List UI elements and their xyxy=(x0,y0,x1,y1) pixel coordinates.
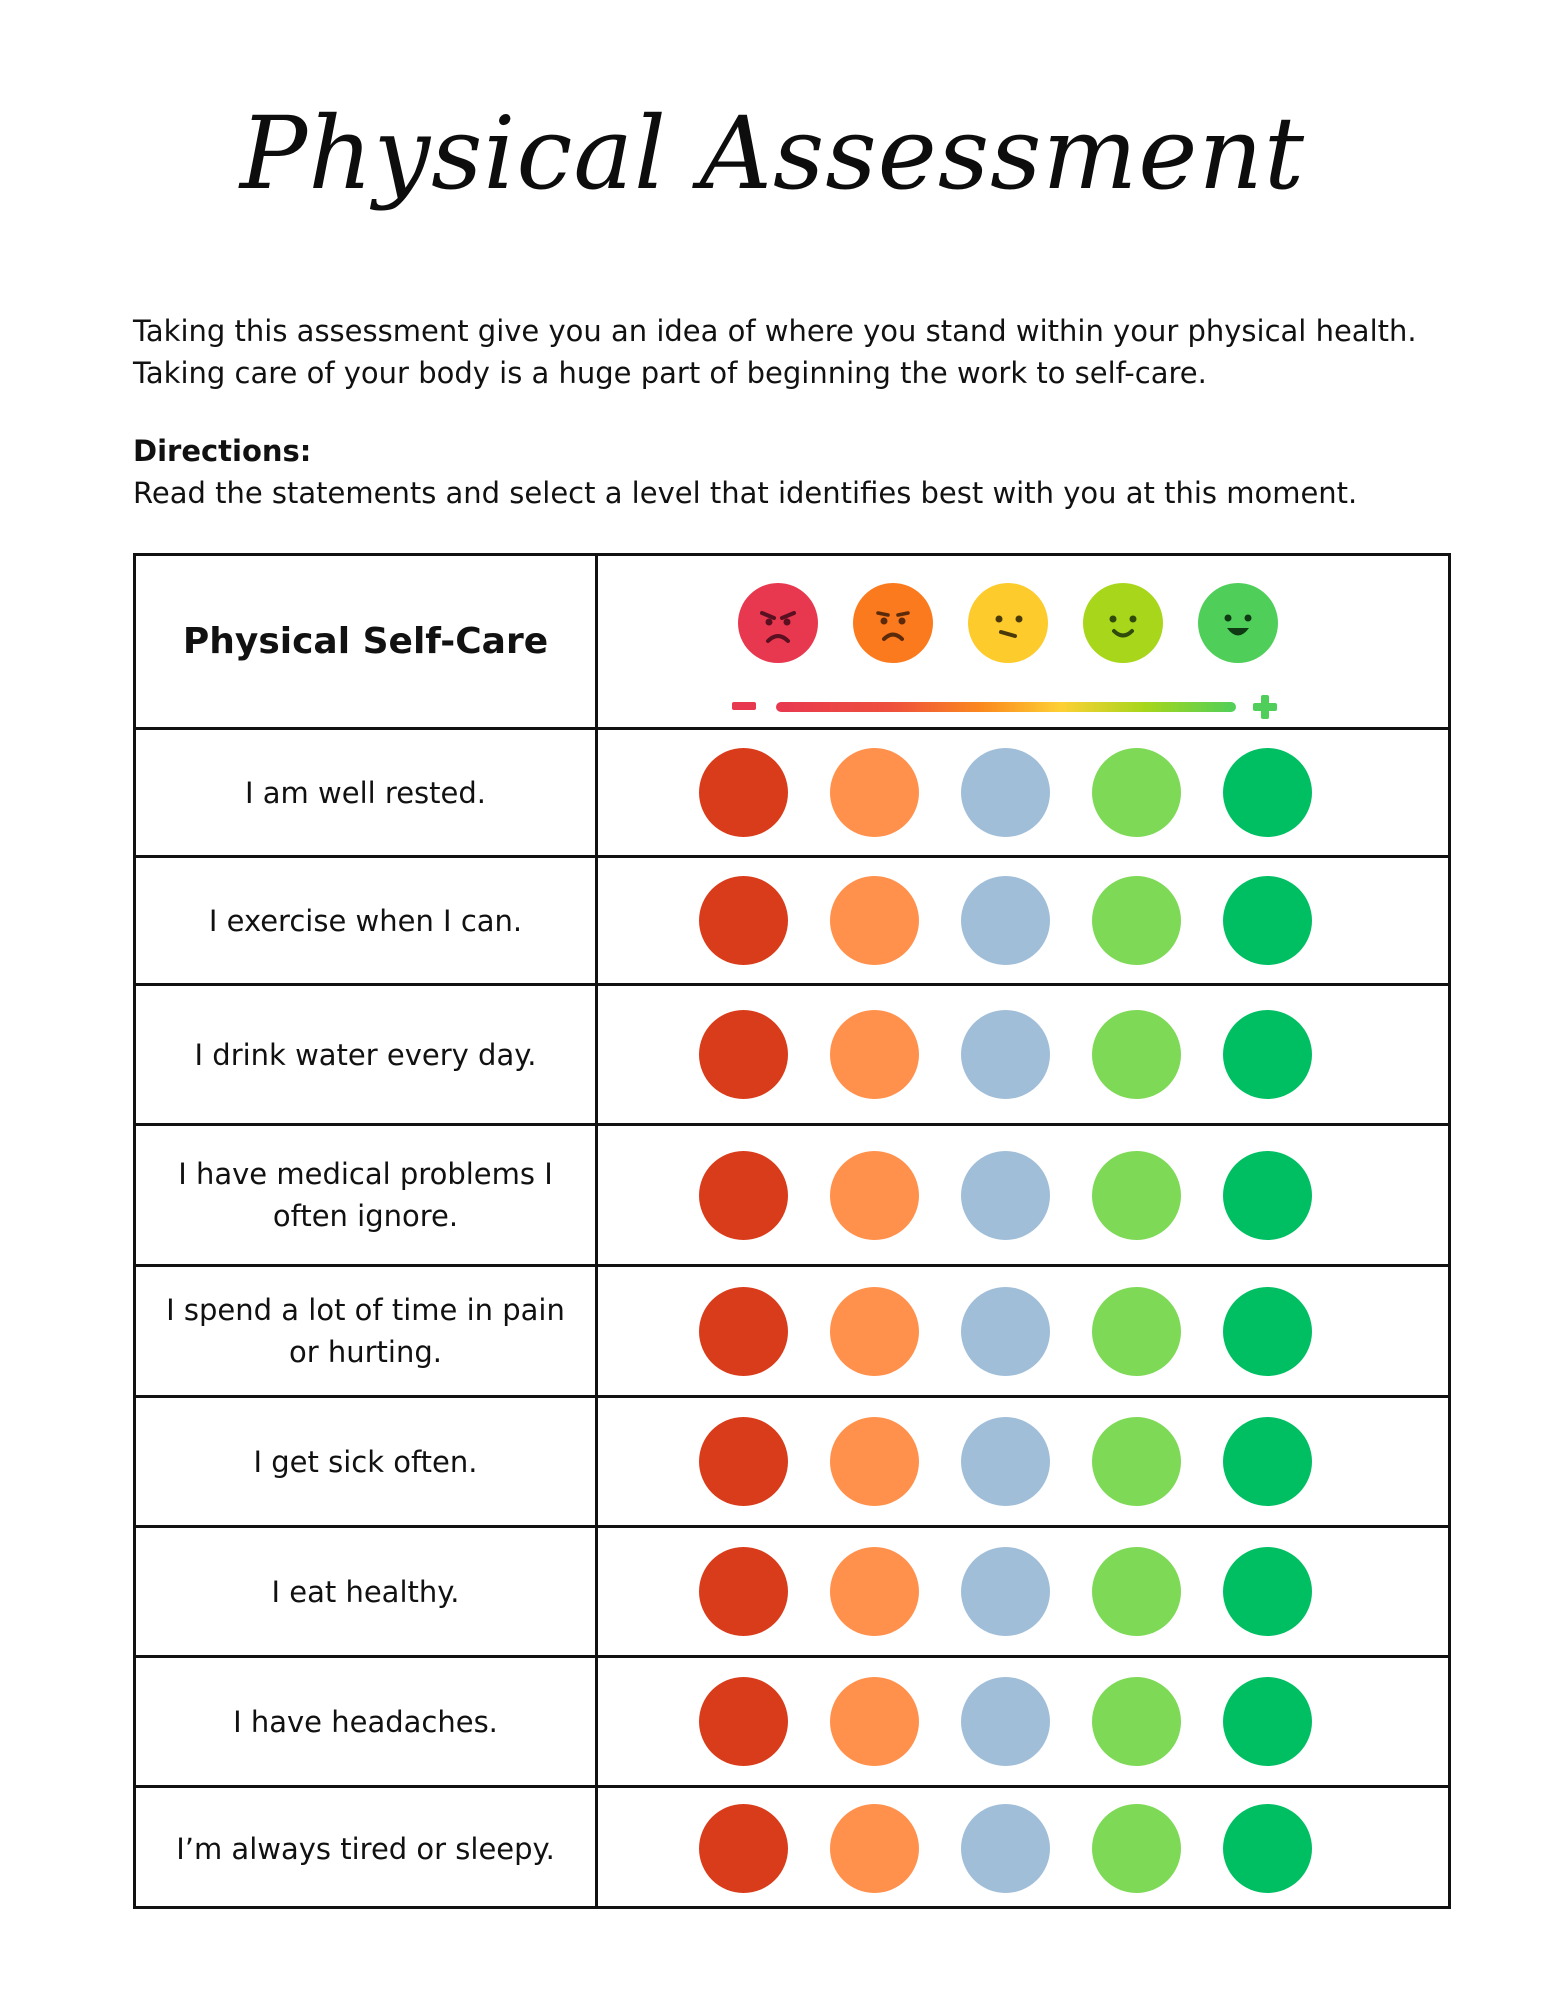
face-meh-icon xyxy=(968,583,1048,663)
statement-label: I exercise when I can. xyxy=(208,903,523,938)
face-happy-icon xyxy=(1198,583,1278,663)
rating-option-2[interactable] xyxy=(830,1010,919,1099)
rating-option-5[interactable] xyxy=(1223,1547,1312,1636)
statement-label: I eat healthy. xyxy=(271,1574,460,1609)
statement-label: I get sick often. xyxy=(253,1444,478,1479)
plus-icon-vertical xyxy=(1261,695,1269,719)
face-angry-icon xyxy=(738,583,818,663)
column-header-label: Physical Self-Care xyxy=(182,621,549,662)
rating-option-1[interactable] xyxy=(699,1547,788,1636)
rating-option-2[interactable] xyxy=(830,1677,919,1766)
rating-option-3[interactable] xyxy=(961,1417,1050,1506)
rating-option-1[interactable] xyxy=(699,1417,788,1506)
rating-option-4[interactable] xyxy=(1092,1547,1181,1636)
rating-option-1[interactable] xyxy=(699,748,788,837)
rating-option-2[interactable] xyxy=(830,748,919,837)
rating-option-4[interactable] xyxy=(1092,1417,1181,1506)
rating-option-4[interactable] xyxy=(1092,1010,1181,1099)
table-row: I have headaches. xyxy=(136,1658,1448,1788)
minus-icon xyxy=(732,702,756,710)
directions-text: Read the statements and select a level t… xyxy=(133,476,1358,510)
table-row: I eat healthy. xyxy=(136,1528,1448,1658)
rating-option-5[interactable] xyxy=(1223,1677,1312,1766)
rating-option-3[interactable] xyxy=(961,1547,1050,1636)
rating-option-5[interactable] xyxy=(1223,1804,1312,1893)
statement-label: I have headaches. xyxy=(233,1704,498,1739)
table-header: Physical Self-Care xyxy=(136,556,1448,730)
rating-option-5[interactable] xyxy=(1223,1417,1312,1506)
rating-option-4[interactable] xyxy=(1092,1151,1181,1240)
rating-option-3[interactable] xyxy=(961,876,1050,965)
table-row: I have medical problems I often ignore. xyxy=(136,1126,1448,1267)
rating-option-4[interactable] xyxy=(1092,1804,1181,1893)
rating-option-2[interactable] xyxy=(830,1151,919,1240)
statement-label: I spend a lot of time in pain or hurting… xyxy=(166,1293,565,1369)
page-title: Physical Assessment xyxy=(239,95,1306,212)
table-row: I drink water every day. xyxy=(136,986,1448,1126)
rating-option-4[interactable] xyxy=(1092,876,1181,965)
statement-label: I drink water every day. xyxy=(194,1037,537,1072)
rating-option-1[interactable] xyxy=(699,1010,788,1099)
table-row: I exercise when I can. xyxy=(136,858,1448,986)
rating-option-1[interactable] xyxy=(699,876,788,965)
rating-option-2[interactable] xyxy=(830,1804,919,1893)
rating-option-3[interactable] xyxy=(961,1804,1050,1893)
rating-option-1[interactable] xyxy=(699,1677,788,1766)
rating-option-1[interactable] xyxy=(699,1151,788,1240)
face-sad-icon xyxy=(853,583,933,663)
rating-option-5[interactable] xyxy=(1223,1151,1312,1240)
scale-gradient-bar xyxy=(776,702,1236,712)
table-row: I spend a lot of time in pain or hurting… xyxy=(136,1267,1448,1398)
rating-option-4[interactable] xyxy=(1092,1677,1181,1766)
statement-label: I am well rested. xyxy=(245,775,486,810)
rating-option-3[interactable] xyxy=(961,748,1050,837)
rating-option-5[interactable] xyxy=(1223,748,1312,837)
rating-option-5[interactable] xyxy=(1223,1010,1312,1099)
rating-option-4[interactable] xyxy=(1092,748,1181,837)
assessment-table: Physical Self-Care I am well rested. I ex… xyxy=(133,553,1451,1909)
rating-option-3[interactable] xyxy=(961,1287,1050,1376)
rating-option-5[interactable] xyxy=(1223,1287,1312,1376)
rating-option-2[interactable] xyxy=(830,1287,919,1376)
column-divider xyxy=(595,556,598,1906)
intro-paragraph: Taking this assessment give you an idea … xyxy=(133,314,1417,390)
table-row: I am well rested. xyxy=(136,730,1448,858)
table-row: I get sick often. xyxy=(136,1398,1448,1528)
statement-label: I’m always tired or sleepy. xyxy=(176,1831,555,1866)
rating-option-3[interactable] xyxy=(961,1677,1050,1766)
rating-option-1[interactable] xyxy=(699,1804,788,1893)
rating-option-5[interactable] xyxy=(1223,876,1312,965)
rating-option-1[interactable] xyxy=(699,1287,788,1376)
table-row: I’m always tired or sleepy. xyxy=(136,1788,1448,1909)
rating-option-3[interactable] xyxy=(961,1151,1050,1240)
face-smile-icon xyxy=(1083,583,1163,663)
rating-option-2[interactable] xyxy=(830,876,919,965)
directions-heading: Directions: xyxy=(133,434,312,468)
rating-option-2[interactable] xyxy=(830,1417,919,1506)
statement-label: I have medical problems I often ignore. xyxy=(178,1157,553,1233)
rating-option-3[interactable] xyxy=(961,1010,1050,1099)
rating-option-4[interactable] xyxy=(1092,1287,1181,1376)
rating-option-2[interactable] xyxy=(830,1547,919,1636)
